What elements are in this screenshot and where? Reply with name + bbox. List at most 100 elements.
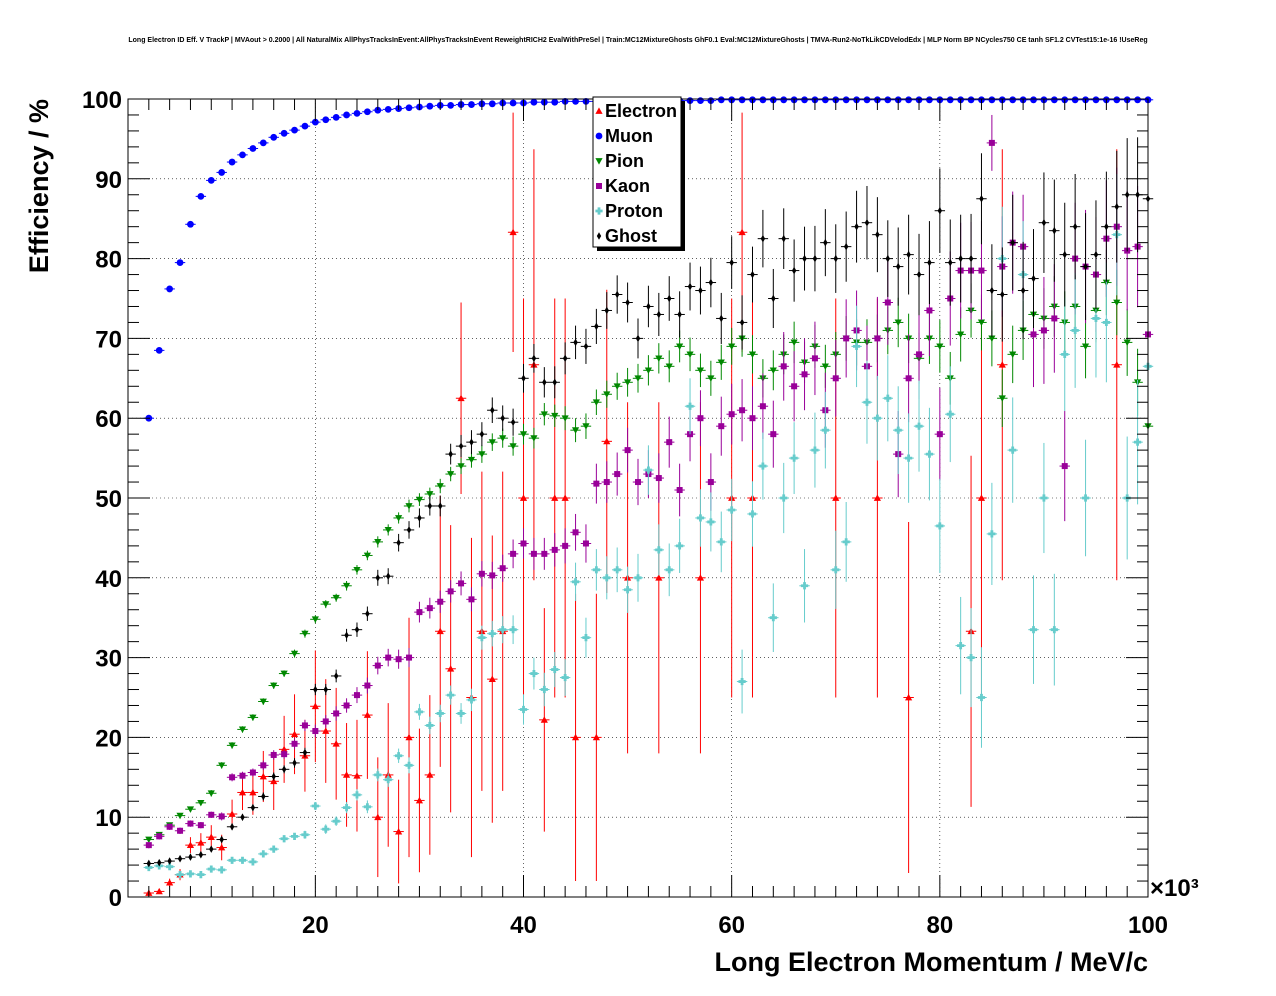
proton-point bbox=[384, 776, 392, 784]
ghost-point bbox=[510, 418, 516, 426]
pion-point bbox=[488, 439, 496, 446]
muon-point bbox=[363, 108, 371, 116]
pion-point bbox=[571, 427, 580, 434]
pion-point bbox=[665, 363, 673, 370]
pion-point bbox=[707, 375, 715, 382]
pion-point bbox=[301, 630, 309, 638]
electron-point bbox=[155, 887, 163, 895]
y-tick-label: 40 bbox=[95, 566, 122, 593]
ghost-point bbox=[1010, 238, 1015, 247]
kaon-point bbox=[364, 682, 371, 689]
proton-point bbox=[1102, 318, 1110, 327]
proton-point bbox=[426, 721, 434, 730]
pion-point bbox=[457, 463, 465, 470]
ghost-point bbox=[240, 813, 245, 821]
pion-point bbox=[290, 650, 299, 658]
ghost-point bbox=[906, 250, 911, 259]
proton-point bbox=[1009, 446, 1017, 454]
proton-point bbox=[457, 709, 465, 718]
ghost-point bbox=[646, 302, 651, 311]
proton-point bbox=[957, 642, 965, 650]
muon-point bbox=[1030, 96, 1037, 104]
ghost-point bbox=[1114, 202, 1119, 211]
muon-point bbox=[967, 96, 975, 104]
pion-point bbox=[936, 343, 944, 350]
ghost-point bbox=[927, 258, 932, 267]
pion-point bbox=[415, 496, 424, 504]
ghost-point bbox=[500, 414, 505, 422]
kaon-point bbox=[145, 842, 152, 849]
ghost-point bbox=[604, 306, 609, 315]
ghost-point bbox=[635, 334, 641, 343]
pion-point bbox=[218, 762, 226, 769]
pion-point bbox=[228, 742, 236, 749]
muon-point bbox=[218, 169, 226, 176]
proton-point bbox=[1071, 326, 1079, 335]
muon-point bbox=[1050, 96, 1058, 104]
electron-point bbox=[363, 711, 371, 718]
kaon-point bbox=[614, 471, 621, 478]
kaon-point bbox=[343, 702, 350, 709]
muon-point bbox=[197, 192, 205, 200]
kaon-point bbox=[322, 718, 329, 725]
kaon-point bbox=[395, 656, 402, 663]
pion-point bbox=[509, 443, 517, 450]
proton-point bbox=[1081, 494, 1090, 502]
ghost-point bbox=[313, 685, 318, 694]
muon-point bbox=[821, 96, 829, 104]
proton-point bbox=[1133, 438, 1142, 446]
muon-point bbox=[155, 346, 163, 354]
proton-point bbox=[811, 446, 819, 454]
pion-point bbox=[790, 339, 798, 346]
kaon-point bbox=[249, 769, 256, 776]
proton-point bbox=[884, 394, 892, 402]
pion-point bbox=[1113, 299, 1121, 307]
electron-point bbox=[197, 839, 205, 846]
kaon-point bbox=[843, 335, 850, 342]
electron-point bbox=[832, 494, 840, 501]
series-ghost bbox=[143, 137, 1154, 868]
electron-point bbox=[561, 494, 569, 501]
pion-point bbox=[332, 594, 340, 602]
ghost-point bbox=[823, 238, 828, 247]
proton-point bbox=[270, 845, 278, 853]
muon-point bbox=[187, 220, 194, 228]
ghost-point bbox=[209, 845, 214, 853]
proton-point bbox=[925, 450, 934, 458]
y-tick-label: 60 bbox=[95, 406, 122, 433]
ghost-point bbox=[292, 759, 297, 767]
proton-point bbox=[790, 454, 798, 462]
electron-point bbox=[655, 574, 663, 581]
muon-point bbox=[270, 133, 278, 141]
electron-point bbox=[436, 627, 444, 635]
kaon-point bbox=[936, 431, 943, 438]
proton-point bbox=[436, 709, 444, 718]
ghost-point bbox=[354, 625, 360, 634]
y-tick-label: 50 bbox=[95, 486, 122, 513]
pion-point bbox=[582, 423, 590, 430]
ghost-point bbox=[188, 853, 193, 861]
proton-point bbox=[342, 804, 351, 812]
proton-point bbox=[988, 530, 996, 538]
proton-point bbox=[332, 817, 340, 825]
proton-point bbox=[686, 402, 694, 410]
kaon-point bbox=[208, 811, 215, 818]
kaon-point bbox=[562, 542, 569, 549]
pion-point bbox=[1123, 339, 1131, 346]
electron-point bbox=[259, 772, 267, 780]
electron-point bbox=[270, 777, 278, 785]
ghost-point bbox=[552, 378, 557, 387]
pion-point bbox=[1009, 351, 1017, 358]
pion-point bbox=[176, 812, 184, 820]
muon-point bbox=[780, 96, 788, 104]
pion-point bbox=[676, 343, 684, 350]
electron-point bbox=[592, 733, 600, 741]
proton-point bbox=[1092, 314, 1100, 323]
muon-point bbox=[322, 116, 330, 124]
electron-point bbox=[488, 675, 496, 683]
pion-point bbox=[197, 799, 205, 807]
electron-point bbox=[415, 796, 424, 804]
electron-point bbox=[603, 437, 611, 445]
kaon-point bbox=[635, 479, 641, 486]
pion-point bbox=[988, 335, 996, 342]
